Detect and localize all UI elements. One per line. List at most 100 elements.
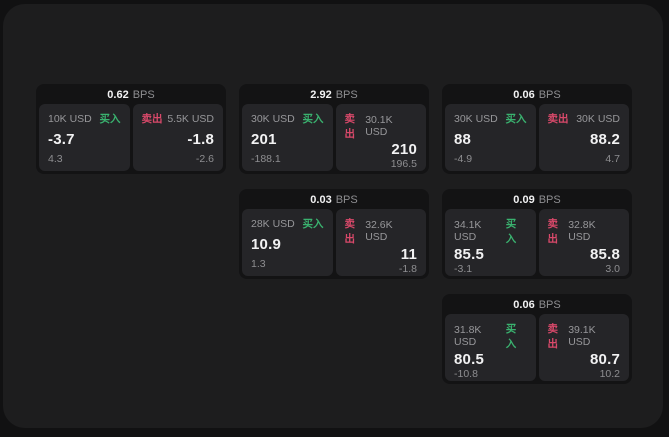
buy-sub-value: -188.1 xyxy=(251,153,281,165)
bps-header: 0.06 BPS xyxy=(445,297,629,314)
quote-card-2: 2.92 BPS 30K USD 买入 201 -188.1 卖出 30.1K … xyxy=(239,84,429,174)
buy-amount: 34.1K USD xyxy=(454,219,482,243)
buy-side-label: 买入 xyxy=(505,323,517,350)
sell-top-row: 卖出 30K USD xyxy=(548,111,621,126)
buy-side-label: 买入 xyxy=(302,218,324,230)
buy-sub-value: 4.3 xyxy=(48,153,63,165)
buy-quote-panel[interactable]: 34.1K USD 买入 85.5 -3.1 xyxy=(445,209,536,276)
buy-sub-value: -3.1 xyxy=(454,263,473,275)
buy-price: 80.5 xyxy=(454,351,484,368)
buy-amount: 28K USD xyxy=(251,217,295,230)
buy-amount: 30K USD xyxy=(454,112,498,125)
sell-amount: 5.5K USD xyxy=(167,112,214,125)
buy-price: 10.9 xyxy=(251,236,281,253)
sell-side-label: 卖出 xyxy=(141,113,163,125)
bps-value: 0.06 xyxy=(513,89,535,101)
app-window-panel: 0.62 BPS 10K USD 买入 -3.7 4.3 卖出 5.5K USD xyxy=(3,4,663,428)
bps-value: 0.62 xyxy=(107,89,129,101)
sell-price: -1.8 xyxy=(187,131,214,148)
sell-top-row: 卖出 39.1K USD xyxy=(548,321,621,351)
quote-body: 34.1K USD 买入 85.5 -3.1 卖出 32.8K USD 85.8… xyxy=(445,209,629,276)
buy-side-label: 买入 xyxy=(505,218,517,245)
buy-quote-panel[interactable]: 31.8K USD 买入 80.5 -10.8 xyxy=(445,314,536,381)
buy-price: 201 xyxy=(251,131,277,148)
sell-amount: 30K USD xyxy=(576,112,620,125)
bps-header: 0.09 BPS xyxy=(445,192,629,209)
buy-amount: 30K USD xyxy=(251,112,295,125)
quote-card-3: 0.06 BPS 30K USD 买入 88 -4.9 卖出 30K USD xyxy=(442,84,632,174)
sell-price: 88.2 xyxy=(590,131,620,148)
sell-side-label: 卖出 xyxy=(344,218,356,245)
quote-cards-grid: 0.62 BPS 10K USD 买入 -3.7 4.3 卖出 5.5K USD xyxy=(36,84,632,384)
buy-amount: 31.8K USD xyxy=(454,324,482,348)
quote-body: 30K USD 买入 201 -188.1 卖出 30.1K USD 210 1… xyxy=(242,104,426,171)
buy-side-label: 买入 xyxy=(302,113,324,125)
quote-body: 30K USD 买入 88 -4.9 卖出 30K USD 88.2 4.7 xyxy=(445,104,629,171)
bps-value: 0.03 xyxy=(310,194,332,206)
buy-quote-panel[interactable]: 28K USD 买入 10.9 1.3 xyxy=(242,209,333,276)
sell-quote-panel[interactable]: 卖出 32.6K USD 11 -1.8 xyxy=(335,209,426,276)
buy-top-row: 28K USD 买入 xyxy=(251,216,324,231)
buy-quote-panel[interactable]: 30K USD 买入 88 -4.9 xyxy=(445,104,536,171)
sell-side-label: 卖出 xyxy=(547,323,559,350)
sell-amount: 30.1K USD xyxy=(365,114,393,138)
buy-sub-value: 1.3 xyxy=(251,258,266,270)
sell-quote-panel[interactable]: 卖出 5.5K USD -1.8 -2.6 xyxy=(132,104,223,171)
sell-side-label: 卖出 xyxy=(547,113,569,125)
buy-top-row: 30K USD 买入 xyxy=(251,111,324,126)
sell-quote-panel[interactable]: 卖出 30K USD 88.2 4.7 xyxy=(538,104,629,171)
bps-unit-label: BPS xyxy=(335,89,358,101)
sell-top-row: 卖出 32.8K USD xyxy=(548,216,621,246)
quote-body: 31.8K USD 买入 80.5 -10.8 卖出 39.1K USD 80.… xyxy=(445,314,629,381)
bps-unit-label: BPS xyxy=(132,89,155,101)
sell-side-label: 卖出 xyxy=(344,113,356,140)
sell-price: 80.7 xyxy=(590,351,620,368)
sell-quote-panel[interactable]: 卖出 32.8K USD 85.8 3.0 xyxy=(538,209,629,276)
sell-sub-value: 4.7 xyxy=(605,153,620,165)
buy-top-row: 30K USD 买入 xyxy=(454,111,527,126)
bps-unit-label: BPS xyxy=(538,194,561,206)
buy-amount: 10K USD xyxy=(48,112,92,125)
quote-body: 10K USD 买入 -3.7 4.3 卖出 5.5K USD -1.8 -2.… xyxy=(39,104,223,171)
sell-quote-panel[interactable]: 卖出 30.1K USD 210 196.5 xyxy=(335,104,426,171)
sell-sub-value: 10.2 xyxy=(599,368,620,380)
buy-quote-panel[interactable]: 10K USD 买入 -3.7 4.3 xyxy=(39,104,130,171)
bps-header: 0.06 BPS xyxy=(445,87,629,104)
quote-body: 28K USD 买入 10.9 1.3 卖出 32.6K USD 11 -1.8 xyxy=(242,209,426,276)
bps-unit-label: BPS xyxy=(538,89,561,101)
buy-top-row: 31.8K USD 买入 xyxy=(454,321,527,351)
bps-header: 0.62 BPS xyxy=(39,87,223,104)
sell-top-row: 卖出 5.5K USD xyxy=(142,111,215,126)
sell-amount: 32.6K USD xyxy=(365,219,393,243)
sell-amount: 32.8K USD xyxy=(568,219,596,243)
buy-top-row: 10K USD 买入 xyxy=(48,111,121,126)
sell-sub-value: 196.5 xyxy=(390,158,417,170)
sell-amount: 39.1K USD xyxy=(568,324,596,348)
buy-price: -3.7 xyxy=(48,131,75,148)
bps-unit-label: BPS xyxy=(335,194,358,206)
buy-side-label: 买入 xyxy=(99,113,121,125)
buy-price: 85.5 xyxy=(454,246,484,263)
sell-sub-value: -1.8 xyxy=(398,263,417,275)
quote-card-5: 0.09 BPS 34.1K USD 买入 85.5 -3.1 卖出 32.8K… xyxy=(442,189,632,279)
quote-card-1: 0.62 BPS 10K USD 买入 -3.7 4.3 卖出 5.5K USD xyxy=(36,84,226,174)
bps-header: 0.03 BPS xyxy=(242,192,426,209)
buy-quote-panel[interactable]: 30K USD 买入 201 -188.1 xyxy=(242,104,333,171)
buy-sub-value: -10.8 xyxy=(454,368,478,380)
sell-top-row: 卖出 32.6K USD xyxy=(345,216,418,246)
bps-unit-label: BPS xyxy=(538,299,561,311)
sell-sub-value: -2.6 xyxy=(195,153,214,165)
sell-price: 85.8 xyxy=(590,246,620,263)
quote-card-6: 0.06 BPS 31.8K USD 买入 80.5 -10.8 卖出 39.1… xyxy=(442,294,632,384)
sell-top-row: 卖出 30.1K USD xyxy=(345,111,418,141)
bps-value: 2.92 xyxy=(310,89,332,101)
bps-header: 2.92 BPS xyxy=(242,87,426,104)
sell-sub-value: 3.0 xyxy=(605,263,620,275)
sell-price: 11 xyxy=(400,246,417,263)
quote-card-4: 0.03 BPS 28K USD 买入 10.9 1.3 卖出 32.6K US… xyxy=(239,189,429,279)
sell-side-label: 卖出 xyxy=(547,218,559,245)
buy-sub-value: -4.9 xyxy=(454,153,473,165)
sell-quote-panel[interactable]: 卖出 39.1K USD 80.7 10.2 xyxy=(538,314,629,381)
buy-side-label: 买入 xyxy=(505,113,527,125)
buy-top-row: 34.1K USD 买入 xyxy=(454,216,527,246)
